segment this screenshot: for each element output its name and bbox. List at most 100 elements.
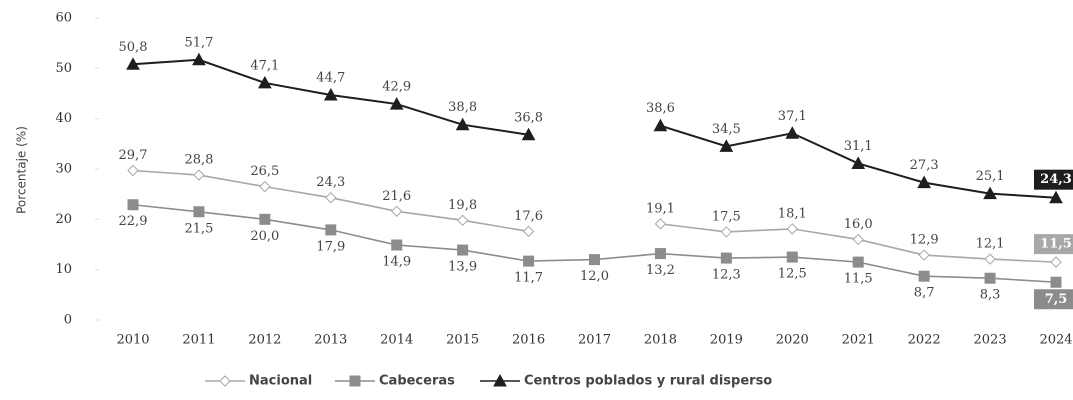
y-tick-label: 60 (55, 11, 72, 26)
value-label: 19,8 (448, 198, 477, 213)
point (852, 256, 864, 268)
x-tick-label: 2021 (842, 333, 875, 348)
value-label: 13,9 (448, 260, 477, 275)
point (917, 175, 931, 189)
point (720, 252, 732, 264)
x-tick-label: 2019 (710, 333, 743, 348)
value-label: 16,0 (844, 217, 873, 232)
value-label-box (1034, 234, 1073, 255)
y-tick-label: 50 (55, 61, 72, 76)
point (720, 226, 733, 238)
legend-label: Cabeceras (379, 374, 455, 389)
value-label: 12,1 (976, 237, 1005, 252)
value-label: 26,5 (250, 164, 279, 179)
value-label-box (1034, 289, 1073, 310)
x-tick-label: 2018 (644, 333, 677, 348)
y-tick-label: 20 (55, 212, 72, 227)
point (258, 75, 272, 89)
legend-marker (493, 373, 507, 387)
value-label: 17,9 (316, 239, 345, 254)
x-tick-label: 2016 (512, 333, 545, 348)
value-label: 36,8 (514, 110, 543, 125)
value-label: 47,1 (250, 58, 279, 73)
value-label: 21,5 (184, 221, 213, 236)
point (457, 244, 469, 256)
point (589, 254, 600, 266)
value-label: 21,6 (382, 189, 411, 204)
y-tick-label: 30 (55, 162, 72, 177)
point (127, 164, 139, 177)
value-label: 8,3 (980, 288, 1001, 303)
legend-item: Cabeceras (335, 374, 455, 389)
value-label: 38,6 (646, 101, 675, 116)
value-label: 11,5 (1040, 237, 1072, 252)
point (984, 253, 996, 265)
point (193, 169, 205, 181)
y-tick-label: 40 (55, 111, 72, 126)
value-label: 29,7 (119, 148, 148, 163)
x-tick-label: 2010 (116, 333, 149, 348)
value-label: 8,7 (914, 286, 935, 301)
point (127, 199, 139, 211)
value-label: 34,5 (712, 122, 741, 137)
point (126, 57, 140, 70)
point (1050, 256, 1062, 268)
legend-label: Centros poblados y rural disperso (524, 374, 772, 389)
point (852, 233, 864, 246)
value-label: 27,3 (910, 158, 939, 173)
point (523, 255, 535, 267)
point (391, 205, 403, 217)
value-label: 44,7 (316, 71, 345, 86)
point (521, 127, 536, 141)
value-label: 17,6 (514, 209, 543, 224)
point (193, 206, 205, 218)
value-label: 12,3 (712, 268, 741, 283)
x-tick-label: 2020 (776, 333, 809, 348)
value-label: 12,5 (778, 267, 807, 282)
x-tick-label: 2011 (182, 333, 215, 348)
point (389, 97, 404, 110)
y-axis-label: Porcentaje (%) (15, 126, 29, 214)
point (325, 191, 337, 204)
point (192, 52, 206, 66)
x-tick-label: 2024 (1039, 333, 1072, 348)
y-tick-label: 0 (64, 313, 72, 328)
value-label: 51,7 (184, 35, 213, 50)
point (456, 214, 469, 227)
point (785, 126, 800, 139)
point (983, 186, 997, 200)
point (522, 225, 535, 238)
point (259, 180, 271, 193)
value-label: 20,0 (250, 229, 279, 244)
value-label: 12,0 (580, 269, 609, 284)
point (719, 139, 734, 152)
point (391, 239, 403, 251)
point (786, 251, 798, 263)
value-label: 38,8 (448, 100, 477, 115)
x-tick-label: 2022 (908, 333, 941, 348)
value-label: 12,9 (910, 233, 939, 248)
value-label: 11,7 (514, 271, 543, 286)
point (851, 156, 866, 169)
value-label: 31,1 (844, 139, 873, 154)
point (455, 117, 470, 131)
legend-label: Nacional (249, 374, 312, 389)
point (325, 224, 337, 236)
legend-item: Nacional (205, 374, 312, 389)
point (786, 223, 798, 235)
value-label: 18,1 (778, 206, 807, 221)
x-tick-label: 2014 (380, 333, 413, 348)
point (918, 249, 930, 261)
value-label: 24,3 (1040, 172, 1072, 187)
point (323, 87, 338, 101)
value-label: 25,1 (976, 169, 1005, 184)
x-tick-label: 2017 (578, 333, 611, 348)
value-label-box (1034, 169, 1073, 190)
point (918, 270, 930, 282)
legend-item: Centros poblados y rural disperso (480, 374, 772, 389)
value-label: 22,9 (119, 214, 148, 229)
y-tick-label: 10 (55, 262, 72, 277)
value-label: 50,8 (119, 40, 148, 55)
value-label: 28,8 (184, 153, 213, 168)
